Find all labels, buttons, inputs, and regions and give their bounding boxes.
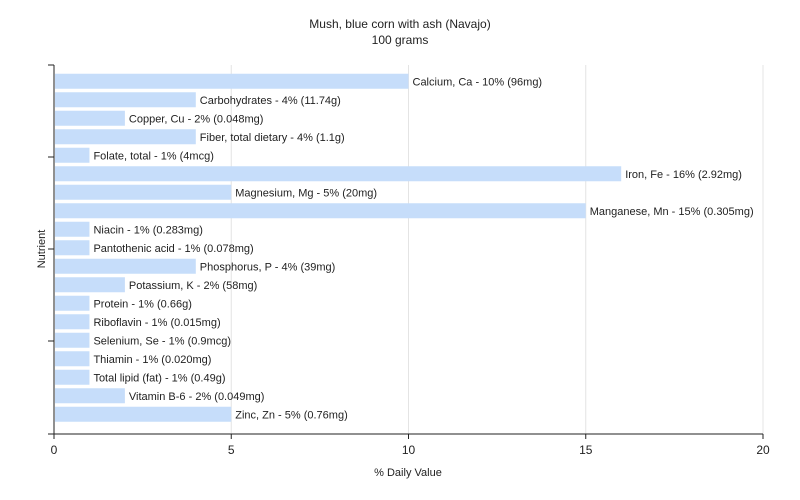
bar-label: Copper, Cu - 2% (0.048mg) — [129, 113, 264, 125]
chart-title: Mush, blue corn with ash (Navajo) — [309, 17, 490, 31]
bar-label: Vitamin B-6 - 2% (0.049mg) — [129, 391, 265, 403]
bar — [55, 166, 622, 182]
bar-label: Calcium, Ca - 10% (96mg) — [413, 76, 543, 88]
bar-label: Carbohydrates - 4% (11.74g) — [200, 95, 341, 107]
bar-label: Thiamin - 1% (0.020mg) — [93, 354, 211, 366]
bar — [55, 314, 90, 330]
bar — [55, 147, 90, 163]
x-tick-label: 15 — [579, 443, 593, 457]
bar — [55, 240, 90, 256]
bar-label: Fiber, total dietary - 4% (1.1g) — [200, 132, 345, 144]
x-tick-label: 0 — [51, 443, 58, 457]
bar — [55, 388, 125, 404]
bar — [55, 92, 196, 108]
bar-label: Total lipid (fat) - 1% (0.49g) — [93, 372, 225, 384]
x-tick-label: 5 — [228, 443, 235, 457]
bar-label: Manganese, Mn - 15% (0.305mg) — [590, 206, 754, 218]
y-axis-label: Nutrient — [36, 230, 48, 269]
bar-label: Niacin - 1% (0.283mg) — [93, 224, 202, 236]
bar-label: Riboflavin - 1% (0.015mg) — [93, 317, 220, 329]
bar — [55, 129, 196, 145]
x-tick-label: 20 — [756, 443, 770, 457]
bar — [55, 203, 586, 219]
grid — [230, 65, 764, 434]
x-tick-label: 10 — [402, 443, 416, 457]
bar — [55, 369, 90, 385]
bar — [55, 258, 196, 274]
bars: Calcium, Ca - 10% (96mg) Carbohydrates - … — [55, 73, 754, 422]
chart-subtitle: 100 grams — [372, 33, 429, 47]
bar — [55, 295, 90, 311]
bar — [55, 110, 125, 126]
x-axis-ticks: 0 5 10 15 20 — [51, 434, 770, 457]
bar-label: Pantothenic acid - 1% (0.078mg) — [93, 243, 253, 255]
bar — [55, 221, 90, 237]
bar — [55, 406, 232, 422]
bar-label: Protein - 1% (0.66g) — [93, 298, 191, 310]
bar — [55, 351, 90, 367]
bar-label: Folate, total - 1% (4mcg) — [93, 150, 213, 162]
x-axis-label: % Daily Value — [374, 467, 442, 479]
bar-label: Magnesium, Mg - 5% (20mg) — [235, 187, 377, 199]
bar-label: Selenium, Se - 1% (0.9mcg) — [93, 335, 231, 347]
bar — [55, 73, 409, 89]
bar-label: Zinc, Zn - 5% (0.76mg) — [235, 409, 347, 421]
bar-label: Potassium, K - 2% (58mg) — [129, 280, 257, 292]
bar-label: Iron, Fe - 16% (2.92mg) — [625, 169, 742, 181]
bar — [55, 277, 125, 293]
bar-label: Phosphorus, P - 4% (39mg) — [200, 261, 336, 273]
bar — [55, 332, 90, 348]
bar — [55, 184, 232, 200]
